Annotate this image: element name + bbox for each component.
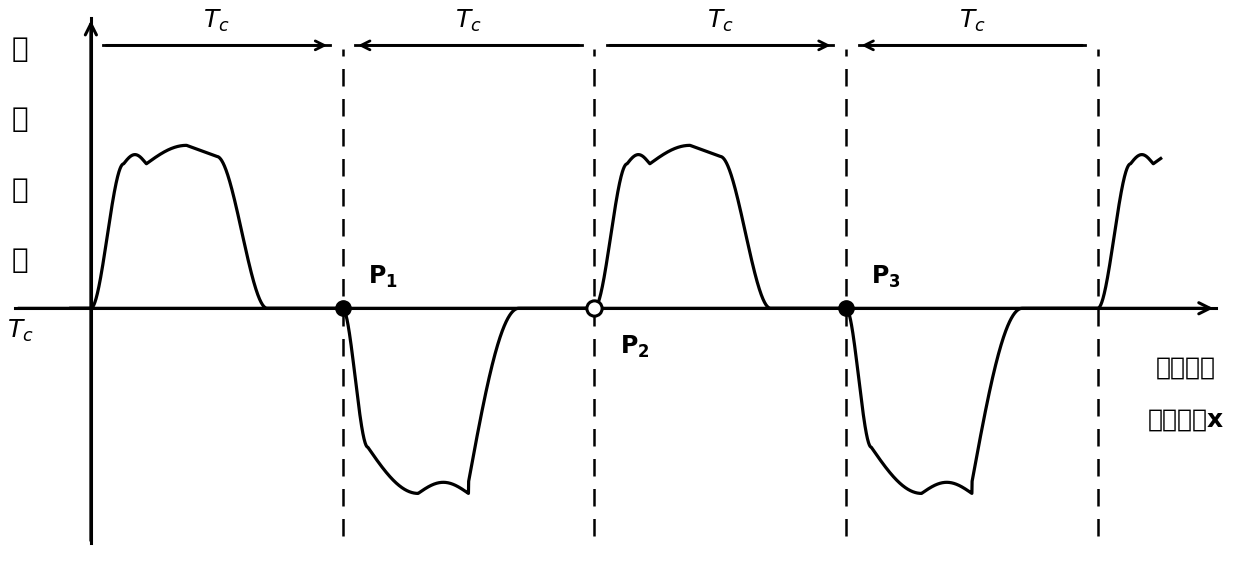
Text: $T_c$: $T_c$	[455, 8, 482, 34]
Text: $\mathbf{P_2}$: $\mathbf{P_2}$	[620, 334, 649, 360]
Text: $T_c$: $T_c$	[959, 8, 985, 34]
Text: $\mathbf{P_3}$: $\mathbf{P_3}$	[871, 264, 901, 290]
Text: 电机圆周: 电机圆周	[1156, 356, 1215, 380]
Text: $\mathbf{P_1}$: $\mathbf{P_1}$	[368, 264, 398, 290]
Text: 齿: 齿	[12, 35, 28, 63]
Text: $T_c$: $T_c$	[707, 8, 733, 34]
Text: 位置分布x: 位置分布x	[1147, 407, 1224, 431]
Text: 转: 转	[12, 176, 28, 204]
Text: $T_c$: $T_c$	[7, 318, 33, 343]
Text: 矩: 矩	[12, 246, 28, 274]
Text: $T_c$: $T_c$	[203, 8, 230, 34]
Text: 槽: 槽	[12, 105, 28, 134]
